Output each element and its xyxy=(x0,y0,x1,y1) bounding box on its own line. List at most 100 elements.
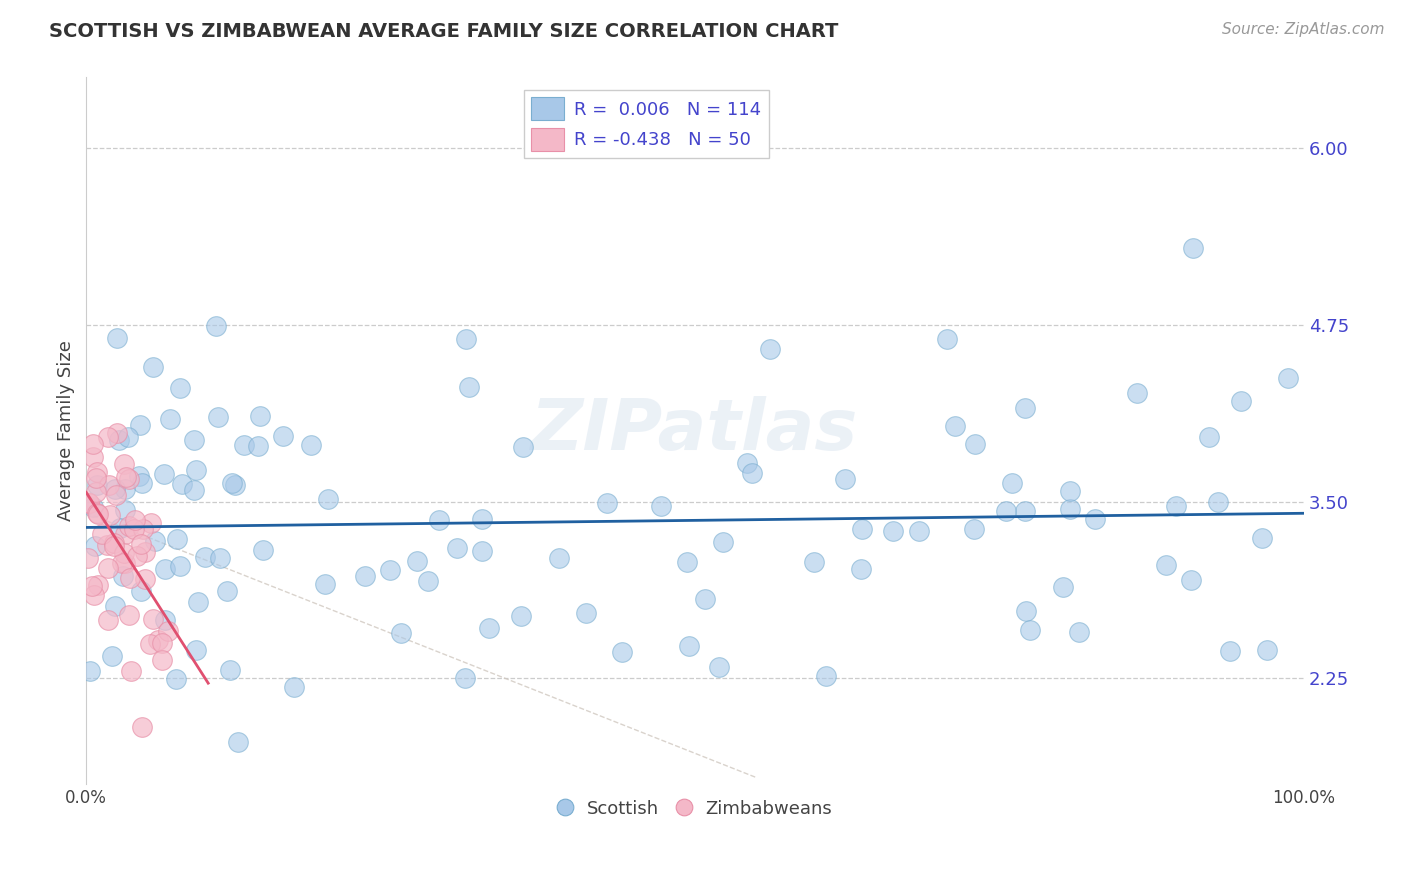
Point xyxy=(138,637,160,651)
Point xyxy=(709,660,731,674)
Point xyxy=(610,645,633,659)
Point xyxy=(1015,604,1038,618)
Point xyxy=(908,524,931,539)
Point xyxy=(1059,502,1081,516)
Point xyxy=(283,681,305,695)
Point xyxy=(86,506,108,520)
Point xyxy=(143,533,166,548)
Point xyxy=(194,549,217,564)
Point xyxy=(139,516,162,530)
Point xyxy=(1256,643,1278,657)
Point xyxy=(471,544,494,558)
Point xyxy=(935,332,957,346)
Legend: Scottish, Zimbabweans: Scottish, Zimbabweans xyxy=(550,792,839,825)
Point xyxy=(159,412,181,426)
Point xyxy=(142,360,165,375)
Point xyxy=(389,625,412,640)
Point xyxy=(1206,495,1229,509)
Point xyxy=(131,584,153,599)
Point xyxy=(1230,393,1253,408)
Point xyxy=(246,440,269,454)
Point xyxy=(1219,644,1241,658)
Point xyxy=(650,499,672,513)
Text: ZIPatlas: ZIPatlas xyxy=(531,396,859,466)
Point xyxy=(114,502,136,516)
Point xyxy=(299,438,322,452)
Point xyxy=(963,436,986,450)
Point xyxy=(512,440,534,454)
Point xyxy=(226,735,249,749)
Point xyxy=(148,632,170,647)
Point xyxy=(676,555,699,569)
Point xyxy=(741,466,763,480)
Point xyxy=(814,668,837,682)
Point xyxy=(132,522,155,536)
Point xyxy=(125,549,148,563)
Point xyxy=(316,492,339,507)
Point xyxy=(803,555,825,569)
Point xyxy=(77,551,100,566)
Point xyxy=(1001,476,1024,491)
Point xyxy=(1164,499,1187,513)
Point xyxy=(105,330,128,344)
Point xyxy=(849,562,872,576)
Point xyxy=(217,584,239,599)
Point xyxy=(1250,531,1272,545)
Point xyxy=(1156,558,1178,573)
Point xyxy=(96,538,118,552)
Point xyxy=(152,467,174,481)
Point xyxy=(221,475,243,490)
Point xyxy=(735,456,758,470)
Point xyxy=(80,579,103,593)
Point xyxy=(114,469,136,483)
Point xyxy=(418,574,440,588)
Y-axis label: Average Family Size: Average Family Size xyxy=(58,341,75,521)
Point xyxy=(120,664,142,678)
Point xyxy=(84,485,107,500)
Point xyxy=(471,512,494,526)
Point xyxy=(83,539,105,553)
Point xyxy=(108,434,131,448)
Point xyxy=(97,478,120,492)
Point xyxy=(86,465,108,479)
Point xyxy=(1180,574,1202,588)
Point xyxy=(118,608,141,623)
Point xyxy=(184,462,207,476)
Point xyxy=(142,612,165,626)
Point xyxy=(1059,483,1081,498)
Point xyxy=(87,578,110,592)
Point xyxy=(128,418,150,433)
Point xyxy=(252,543,274,558)
Point xyxy=(104,599,127,613)
Point xyxy=(478,621,501,635)
Point xyxy=(83,588,105,602)
Point xyxy=(124,513,146,527)
Point xyxy=(77,496,100,510)
Point xyxy=(117,519,139,533)
Point xyxy=(405,554,427,568)
Point xyxy=(122,522,145,536)
Point xyxy=(114,526,136,541)
Point xyxy=(166,533,188,547)
Point xyxy=(165,672,187,686)
Point xyxy=(114,556,136,570)
Point xyxy=(112,457,135,471)
Point xyxy=(207,409,229,424)
Point xyxy=(82,500,104,514)
Point xyxy=(233,437,256,451)
Point xyxy=(353,569,375,583)
Point xyxy=(129,537,152,551)
Point xyxy=(454,671,477,685)
Point xyxy=(454,332,477,346)
Point xyxy=(851,523,873,537)
Point xyxy=(204,318,226,333)
Point xyxy=(1052,580,1074,594)
Point xyxy=(1277,371,1299,385)
Point xyxy=(208,550,231,565)
Point xyxy=(834,472,856,486)
Point xyxy=(882,524,904,538)
Point xyxy=(218,663,240,677)
Point xyxy=(427,512,450,526)
Point xyxy=(271,429,294,443)
Point xyxy=(153,614,176,628)
